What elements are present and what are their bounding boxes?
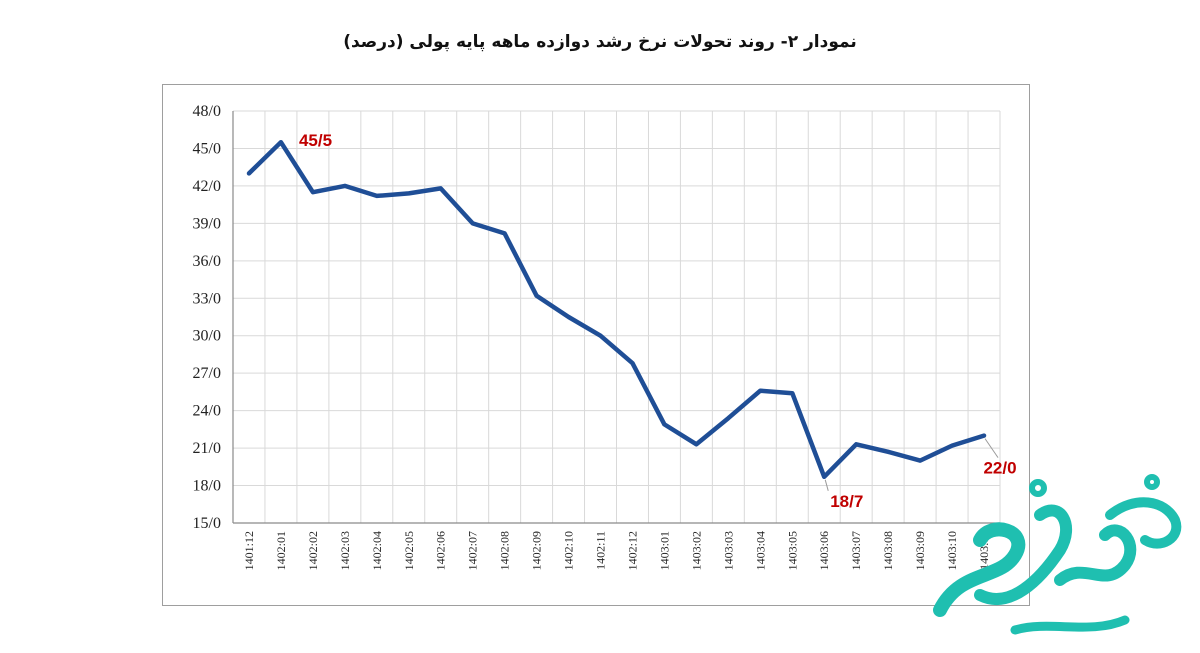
x-tick-label: 1403:02 [689, 531, 703, 570]
x-tick-label: 1401:12 [242, 531, 256, 570]
x-tick-label: 1403:01 [657, 531, 671, 570]
data-label: 18/7 [830, 492, 863, 511]
x-tick-label: 1402:06 [434, 531, 448, 570]
logo-stroke [1029, 479, 1047, 497]
data-label: 45/5 [299, 131, 332, 150]
x-tick-label: 1402:05 [402, 531, 416, 570]
data-label-leader [824, 479, 829, 491]
data-label: 22/0 [983, 459, 1016, 478]
x-tick-label: 1403:05 [785, 531, 799, 570]
chart-frame: 15/0 18/0 21/0 24/0 27/0 30/0 33/0 36/0 39/0 42/0… [162, 84, 1030, 606]
logo-stroke [1144, 474, 1160, 490]
x-tick-label: 1402:11 [594, 531, 608, 570]
x-tick-label: 1403:07 [849, 531, 863, 570]
x-tick-label: 1403:06 [817, 531, 831, 570]
x-tick-label: 1402:10 [562, 531, 576, 570]
logo-stroke [974, 504, 1073, 605]
x-tick-label: 1402:04 [370, 531, 384, 570]
x-tick-label: 1402:07 [466, 531, 480, 570]
y-tick-label: 30/0 [193, 328, 221, 345]
y-tick-label: 24/0 [193, 403, 221, 420]
y-tick-label: 42/0 [193, 178, 221, 195]
logo-stroke [1105, 497, 1182, 549]
y-tick-label: 33/0 [193, 290, 221, 307]
y-tick-label: 15/0 [193, 515, 221, 532]
x-tick-label: 1402:08 [498, 531, 512, 570]
logo-stroke [933, 522, 1026, 617]
x-tick-label: 1402:01 [274, 531, 288, 570]
chart-title: نمودار ۲- روند تحولات نرخ رشد دوازده ماه… [343, 32, 857, 52]
x-tick-label: 1403:09 [913, 531, 927, 570]
x-tick-label: 1403:03 [721, 531, 735, 570]
y-tick-label: 45/0 [193, 140, 221, 157]
y-tick-label: 18/0 [193, 478, 221, 495]
logo-stroke [1010, 615, 1130, 635]
y-tick-label: 39/0 [193, 215, 221, 232]
line-chart: 15/0 18/0 21/0 24/0 27/0 30/0 33/0 36/0 39/0 42/0… [193, 103, 1017, 570]
x-tick-label: 1403:10 [945, 531, 959, 570]
y-tick-label: 21/0 [193, 440, 221, 457]
brand-logo-icon [933, 474, 1182, 635]
y-tick-label: 36/0 [193, 253, 221, 270]
series-line [246, 139, 987, 480]
brand-logo-watermark [933, 474, 1182, 635]
x-tick-label: 1402:09 [530, 531, 544, 570]
x-tick-label: 1402:03 [338, 531, 352, 570]
y-tick-label: 27/0 [193, 365, 221, 382]
logo-stroke [1054, 524, 1137, 586]
x-tick-label: 1403:08 [881, 531, 895, 570]
x-tick-label: 1402:12 [625, 531, 639, 570]
data-label-leader [984, 438, 999, 458]
x-tick-label: 1403:04 [753, 531, 767, 570]
x-tick-label: 1402:02 [306, 531, 320, 570]
y-tick-label: 48/0 [193, 103, 221, 120]
